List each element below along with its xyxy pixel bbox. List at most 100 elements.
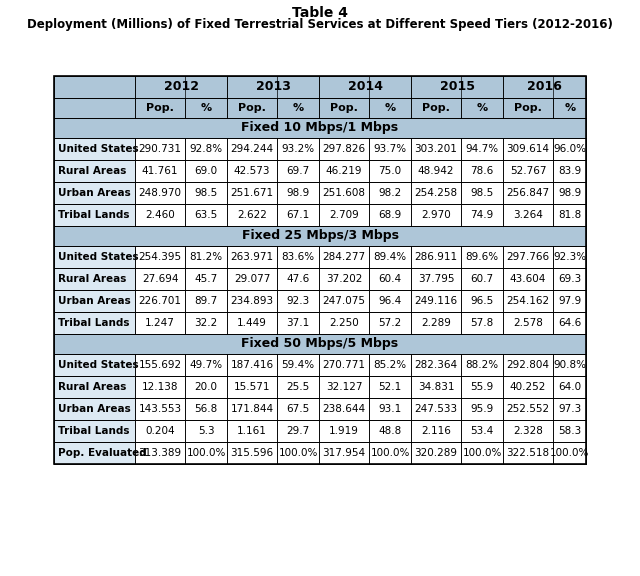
Text: 93.1: 93.1	[378, 404, 402, 414]
Bar	[411, 160, 461, 182]
Text: United States: United States	[58, 252, 138, 262]
Bar	[227, 312, 277, 334]
Text: 251.608: 251.608	[323, 188, 365, 198]
Text: Pop. Evaluated: Pop. Evaluated	[58, 448, 147, 458]
Bar	[319, 246, 369, 268]
Text: Rural Areas: Rural Areas	[58, 166, 126, 176]
Bar	[369, 182, 411, 204]
Text: 98.2: 98.2	[378, 188, 402, 198]
Text: 52.767: 52.767	[510, 166, 547, 176]
Bar	[411, 182, 461, 204]
Bar	[227, 354, 277, 376]
Bar	[277, 204, 319, 226]
Text: 286.911: 286.911	[415, 252, 458, 262]
Bar	[135, 182, 185, 204]
Text: Urban Areas: Urban Areas	[58, 296, 131, 306]
Bar	[553, 98, 586, 118]
Bar	[411, 354, 461, 376]
Bar	[411, 376, 461, 398]
Text: 57.8: 57.8	[470, 318, 493, 328]
Bar	[369, 354, 411, 376]
Bar	[461, 246, 503, 268]
Bar	[135, 312, 185, 334]
Text: 256.847: 256.847	[506, 188, 550, 198]
Text: 12.138: 12.138	[142, 382, 179, 392]
Text: 93.2%: 93.2%	[282, 144, 315, 154]
Text: 37.795: 37.795	[418, 274, 454, 284]
Text: 234.893: 234.893	[230, 296, 274, 306]
Bar	[369, 398, 411, 420]
Bar	[227, 98, 277, 118]
Bar	[185, 354, 227, 376]
Text: 75.0: 75.0	[378, 166, 402, 176]
Text: 2013: 2013	[256, 81, 291, 93]
Text: 58.3: 58.3	[558, 426, 581, 436]
Bar	[411, 138, 461, 160]
Text: 56.8: 56.8	[195, 404, 218, 414]
Bar	[503, 138, 553, 160]
Text: 49.7%: 49.7%	[189, 360, 223, 370]
Bar	[277, 312, 319, 334]
Bar	[553, 160, 586, 182]
Text: 100.0%: 100.0%	[462, 448, 502, 458]
Text: 15.571: 15.571	[234, 382, 270, 392]
Text: 29.7: 29.7	[287, 426, 310, 436]
Bar	[54, 442, 135, 464]
Bar	[503, 246, 553, 268]
Text: 282.364: 282.364	[415, 360, 458, 370]
Text: 53.4: 53.4	[470, 426, 493, 436]
Bar	[277, 98, 319, 118]
Bar	[54, 76, 135, 98]
Text: 2.250: 2.250	[329, 318, 359, 328]
Bar	[319, 312, 369, 334]
Text: 60.7: 60.7	[470, 274, 493, 284]
Bar	[461, 290, 503, 312]
Bar	[185, 138, 227, 160]
Bar	[553, 354, 586, 376]
Text: 48.8: 48.8	[378, 426, 402, 436]
Text: 270.771: 270.771	[323, 360, 365, 370]
Bar	[319, 98, 369, 118]
Text: United States: United States	[58, 144, 138, 154]
Bar	[369, 160, 411, 182]
Bar	[461, 268, 503, 290]
Text: 45.7: 45.7	[195, 274, 218, 284]
Bar	[135, 290, 185, 312]
Text: 67.5: 67.5	[287, 404, 310, 414]
Bar	[369, 442, 411, 464]
Text: 2012: 2012	[164, 81, 198, 93]
Bar	[185, 290, 227, 312]
Bar	[185, 376, 227, 398]
Text: %: %	[564, 103, 575, 113]
Bar	[185, 442, 227, 464]
Text: 5.3: 5.3	[198, 426, 214, 436]
Text: 2016: 2016	[527, 81, 562, 93]
Bar	[411, 76, 503, 98]
Bar	[411, 312, 461, 334]
Text: 64.0: 64.0	[558, 382, 581, 392]
Bar	[54, 204, 135, 226]
Text: Rural Areas: Rural Areas	[58, 382, 126, 392]
Bar	[227, 442, 277, 464]
Text: 2.970: 2.970	[421, 210, 451, 220]
Text: 68.9: 68.9	[378, 210, 402, 220]
Text: Pop.: Pop.	[422, 103, 450, 113]
Bar	[503, 160, 553, 182]
Text: 100.0%: 100.0%	[186, 448, 226, 458]
Bar	[135, 76, 227, 98]
Bar	[54, 354, 135, 376]
Bar	[319, 182, 369, 204]
Text: 69.3: 69.3	[558, 274, 581, 284]
Bar	[135, 376, 185, 398]
Text: %: %	[385, 103, 396, 113]
Bar	[277, 420, 319, 442]
Bar	[369, 138, 411, 160]
Bar	[185, 182, 227, 204]
Bar	[319, 138, 369, 160]
Text: %: %	[200, 103, 212, 113]
Text: 89.4%: 89.4%	[374, 252, 406, 262]
Bar	[503, 204, 553, 226]
Text: 284.277: 284.277	[323, 252, 365, 262]
Bar	[503, 354, 553, 376]
Bar	[369, 204, 411, 226]
